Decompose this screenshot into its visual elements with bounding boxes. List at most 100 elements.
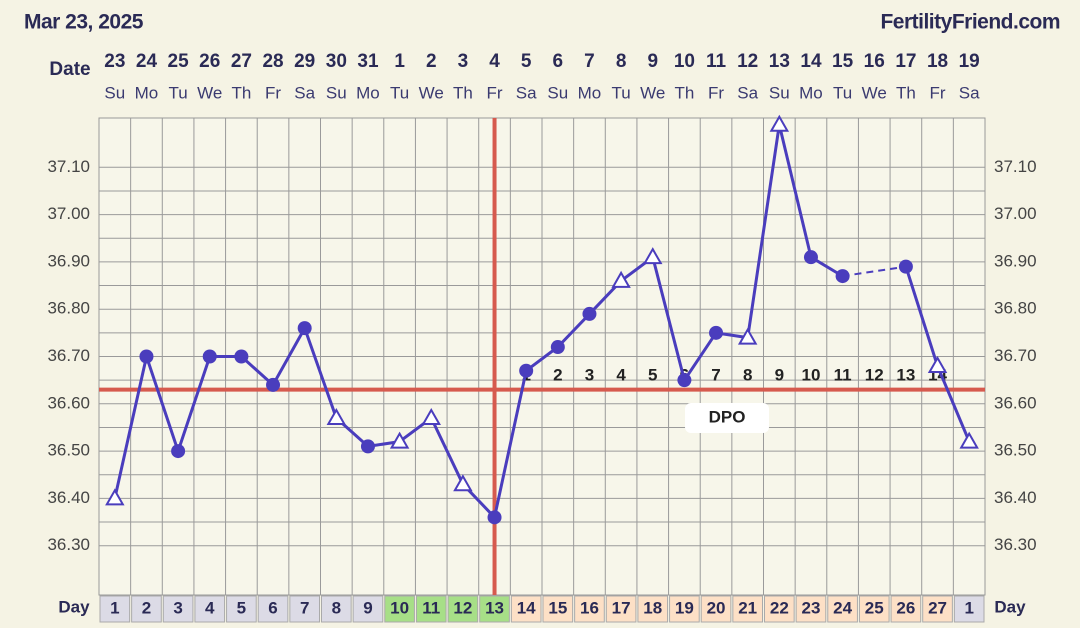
date-number: 1 <box>394 51 405 72</box>
y-tick-label-right: 36.50 <box>994 441 1037 460</box>
day-cell <box>542 595 574 623</box>
y-tick-label-right: 36.60 <box>994 393 1037 412</box>
temperature-point-open <box>611 270 631 288</box>
dpo-number: 2 <box>553 365 562 384</box>
cycle-day: 27 <box>928 598 947 617</box>
temperature-point <box>266 377 281 392</box>
day-cell <box>162 595 194 623</box>
day-cell <box>226 595 257 623</box>
weekday: Mo <box>578 83 602 102</box>
date-number: 26 <box>199 51 220 72</box>
dpo-number: 5 <box>648 365 657 384</box>
day-cell <box>574 595 605 623</box>
y-tick-label-right: 36.40 <box>994 488 1037 507</box>
date-number: 11 <box>706 51 727 72</box>
date-number: 31 <box>357 51 379 72</box>
y-tick-label-right: 36.80 <box>994 299 1037 318</box>
weekday: We <box>862 83 887 102</box>
y-tick-label: 37.10 <box>47 157 90 176</box>
day-cell <box>922 595 953 623</box>
weekday: Sa <box>737 83 758 102</box>
day-cell <box>447 595 479 623</box>
date-number: 6 <box>553 51 564 72</box>
cycle-day: 6 <box>268 598 277 617</box>
date-number: 16 <box>864 51 885 72</box>
weekday: Tu <box>833 83 852 102</box>
weekday: Fr <box>930 83 946 102</box>
y-tick-label: 37.00 <box>47 204 90 223</box>
temperature-point <box>677 373 692 388</box>
y-tick-label: 36.50 <box>47 441 90 460</box>
day-label-right: Day <box>994 597 1026 616</box>
date-number: 23 <box>104 51 125 72</box>
y-tick-label-right: 36.30 <box>994 535 1037 554</box>
day-cell <box>384 595 415 623</box>
y-tick-label: 36.60 <box>47 393 90 412</box>
cycle-day: 22 <box>770 598 789 617</box>
temperature-point-open <box>927 355 948 373</box>
temperature-point-open <box>389 431 410 449</box>
temperature-point-open <box>326 407 347 425</box>
dpo-number: 10 <box>802 365 821 384</box>
line-gap-dashed <box>842 265 907 278</box>
weekday: Su <box>547 83 568 102</box>
temperature-point-open <box>769 114 790 132</box>
weekday: Fr <box>487 83 503 102</box>
cycle-day: 17 <box>612 598 631 617</box>
day-cell <box>953 595 985 623</box>
date-number: 14 <box>800 51 822 72</box>
weekday: Sa <box>959 83 980 102</box>
cycle-day: 11 <box>422 598 440 617</box>
cycle-day: 23 <box>802 598 821 617</box>
day-cell <box>890 595 922 623</box>
weekday: Mo <box>135 83 159 102</box>
weekday: We <box>640 83 665 102</box>
weekday: Tu <box>390 83 409 102</box>
date-number: 9 <box>647 51 658 72</box>
dpo-number: 3 <box>585 365 594 384</box>
cycle-day: 9 <box>363 598 372 617</box>
day-cell <box>321 595 352 623</box>
cycle-day: 7 <box>300 598 309 617</box>
cycle-day: 14 <box>517 598 536 617</box>
y-tick-label-right: 36.90 <box>994 251 1037 270</box>
date-number: 28 <box>262 51 283 72</box>
cycle-day: 21 <box>738 598 757 617</box>
weekday: Th <box>231 83 251 102</box>
weekday: Tu <box>611 83 630 102</box>
y-tick-label: 36.40 <box>47 488 90 507</box>
date-number: 7 <box>584 51 595 72</box>
date-number: 25 <box>168 51 190 72</box>
dpo-number: 4 <box>616 365 626 384</box>
y-tick-label: 36.90 <box>47 251 90 270</box>
weekday: Su <box>104 83 125 102</box>
temperature-point <box>898 259 913 274</box>
temperature-point <box>139 349 154 364</box>
date-number: 2 <box>426 51 437 72</box>
date-number: 4 <box>489 51 500 72</box>
day-cell <box>827 595 858 623</box>
cycle-day: 16 <box>580 598 599 617</box>
day-cell <box>637 595 669 623</box>
dpo-box <box>685 403 769 433</box>
temperature-point <box>550 340 565 355</box>
temperature-point-open <box>643 247 663 265</box>
temperature-point <box>171 444 186 459</box>
day-cell <box>669 595 700 623</box>
date-number: 12 <box>737 51 758 72</box>
temperature-point <box>360 439 375 454</box>
day-cell <box>352 595 384 623</box>
weekday: Th <box>896 83 916 102</box>
day-cell <box>700 595 732 623</box>
day-cell <box>764 595 795 623</box>
cycle-day: 18 <box>643 598 662 617</box>
weekday: Sa <box>516 83 537 102</box>
weekday: Mo <box>799 83 823 102</box>
dpo-label: DPO <box>709 407 746 426</box>
date-number: 3 <box>458 51 469 72</box>
dpo-number: 11 <box>834 365 852 384</box>
date-number: 24 <box>136 51 158 72</box>
chart-title: Mar 23, 2025 <box>24 11 144 34</box>
temperature-point <box>487 510 502 525</box>
